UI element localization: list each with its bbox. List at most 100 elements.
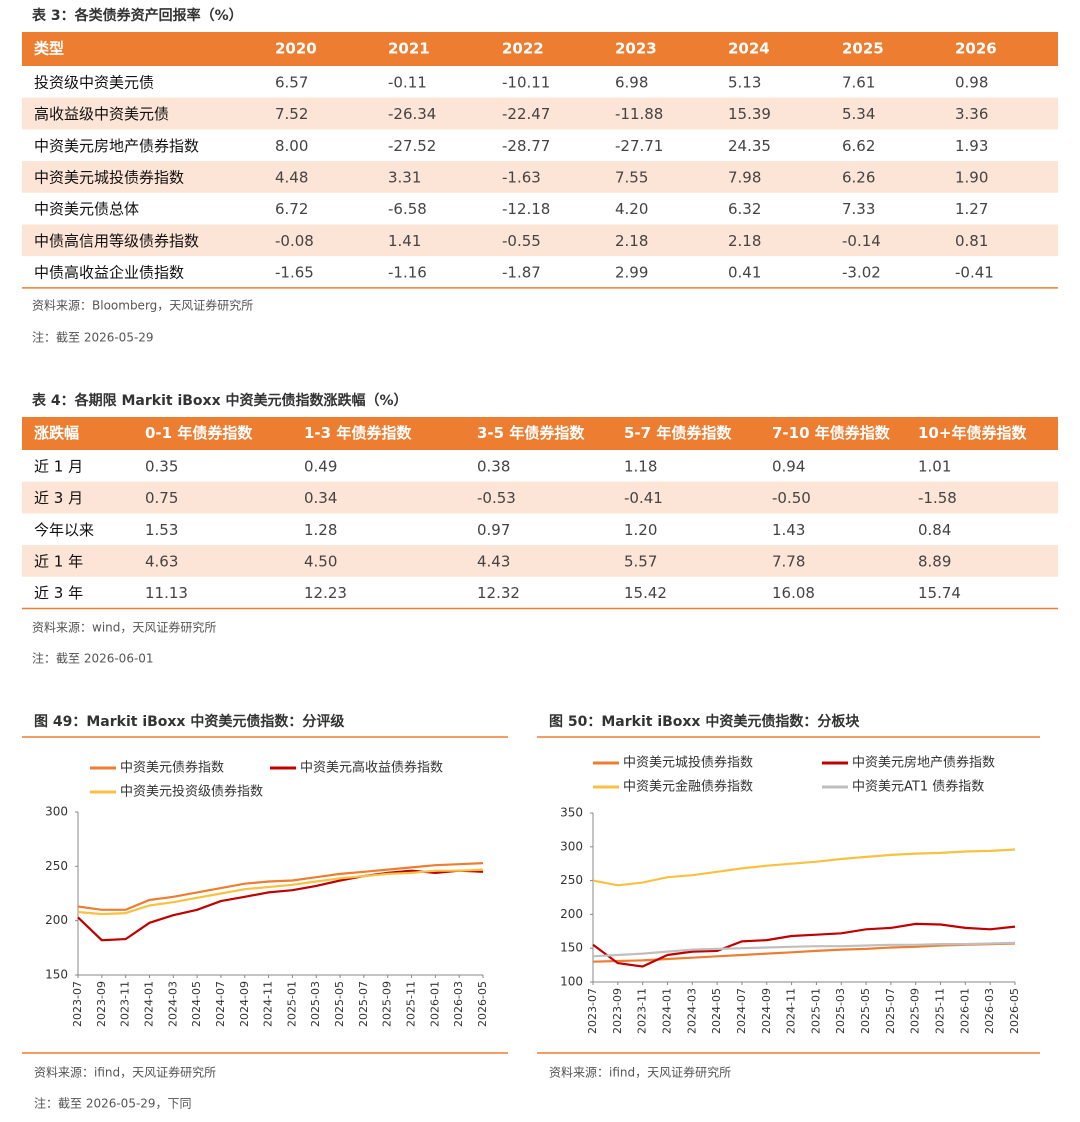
table-cell: 近 3 年: [34, 584, 83, 602]
table-cell: 1.41: [388, 232, 421, 250]
legend-label: 中资美元AT1 债券指数: [852, 779, 984, 795]
table-cell: 中债高收益企业债指数: [34, 264, 184, 282]
series-line: [592, 942, 1016, 963]
table-cell: -28.77: [502, 137, 550, 155]
series-line: [77, 868, 484, 916]
table-cell: 1.01: [918, 457, 951, 475]
y-tick-label: 250: [560, 873, 583, 887]
table-cell: 2.18: [615, 232, 648, 250]
table-cell: -0.08: [275, 232, 314, 250]
table-cell: 4.48: [275, 168, 308, 186]
table-cell: 中资美元债总体: [34, 200, 139, 218]
table-header-cell: 10+年债券指数: [918, 424, 1027, 442]
table-header-cell: 2024: [728, 40, 770, 58]
x-tick-label: 2024-09: [238, 981, 251, 1027]
table-cell: 0.49: [304, 457, 337, 475]
legend-label: 中资美元城投债券指数: [623, 755, 753, 771]
table-cell: 投资级中资美元债: [34, 73, 154, 91]
table-cell: -12.18: [502, 200, 550, 218]
table-cell: 中债高信用等级债券指数: [34, 232, 199, 250]
table-cell: -0.50: [772, 489, 811, 507]
table-row-bg: [22, 481, 1058, 514]
table-cell: -22.47: [502, 105, 550, 123]
x-tick-label: 2023-07: [586, 988, 599, 1034]
table-cell: -26.34: [388, 105, 436, 123]
table-cell: -27.52: [388, 137, 436, 155]
x-tick-label: 2024-09: [760, 988, 773, 1034]
x-tick-label: 2024-11: [262, 981, 275, 1027]
x-tick-label: 2024-11: [785, 988, 798, 1034]
table-cell: -0.14: [842, 232, 881, 250]
table-cell: -1.65: [275, 264, 314, 282]
table-cell: 16.08: [772, 584, 815, 602]
table-cell: -1.16: [388, 264, 427, 282]
y-tick-label: 150: [45, 968, 68, 982]
x-tick-label: 2026-03: [983, 988, 996, 1034]
x-tick-label: 2025-09: [909, 988, 922, 1034]
table-header-cell: 2021: [388, 40, 430, 58]
table-title: 表 3：各类债券资产回报率（%）: [31, 7, 243, 24]
table-header-bg: [22, 417, 1058, 450]
x-tick-label: 2023-09: [611, 988, 624, 1034]
table-header-cell: 2022: [502, 40, 544, 58]
table-cell: -3.02: [842, 264, 881, 282]
table-cell: 近 1 年: [34, 552, 83, 570]
table-cell: 8.89: [918, 552, 951, 570]
x-tick-label: 2023-07: [71, 981, 84, 1027]
y-tick-label: 300: [560, 839, 583, 853]
note: 注：截至 2026-05-29: [32, 330, 154, 345]
table-cell: 近 1 月: [34, 457, 83, 475]
table-cell: 0.41: [728, 264, 761, 282]
x-tick-label: 2025-09: [381, 981, 394, 1027]
table-header-cell: 2026: [955, 40, 997, 58]
table-cell: 2.18: [728, 232, 761, 250]
table-cell: 6.98: [615, 73, 648, 91]
table-cell: -10.11: [502, 73, 550, 91]
legend-label: 中资美元债券指数: [120, 760, 224, 776]
table-cell: 今年以来: [34, 521, 94, 539]
table-cell: 15.74: [918, 584, 961, 602]
series-line: [77, 862, 484, 911]
table-cell: 7.55: [615, 168, 648, 186]
table-cell: 5.57: [624, 552, 657, 570]
table-cell: 高收益级中资美元债: [34, 105, 169, 123]
table-cell: 12.32: [477, 584, 520, 602]
table-cell: -0.55: [502, 232, 541, 250]
x-tick-label: 2025-07: [884, 988, 897, 1034]
table-row-bg: [22, 97, 1058, 130]
table-cell: 24.35: [728, 137, 771, 155]
x-tick-label: 2024-03: [685, 988, 698, 1034]
table-row-bg: [22, 161, 1058, 193]
table-cell: -11.88: [615, 105, 663, 123]
y-tick-label: 250: [45, 859, 68, 873]
chart-title: 图 49：Markit iBoxx 中资美元债指数：分评级: [34, 713, 345, 730]
table-cell: 12.23: [304, 584, 347, 602]
x-tick-label: 2024-05: [190, 981, 203, 1027]
table-cell: 3.36: [955, 105, 988, 123]
table-row-bg: [22, 545, 1058, 577]
table-cell: 0.98: [955, 73, 988, 91]
table-cell: 1.28: [304, 521, 337, 539]
table-cell: 7.78: [772, 552, 805, 570]
source: 资料来源：wind，天风证券研究所: [32, 620, 216, 635]
table-cell: -0.11: [388, 73, 427, 91]
x-tick-label: 2023-09: [95, 981, 108, 1027]
x-tick-label: 2026-01: [958, 988, 971, 1034]
table-cell: 4.20: [615, 200, 648, 218]
table-cell: -1.58: [918, 489, 957, 507]
table-cell: -0.41: [955, 264, 994, 282]
table-cell: -27.71: [615, 137, 663, 155]
table-cell: 0.94: [772, 457, 805, 475]
x-tick-label: 2024-07: [214, 981, 227, 1027]
y-tick-label: 200: [560, 907, 583, 921]
table-cell: 0.75: [145, 489, 178, 507]
y-tick-label: 350: [560, 806, 583, 820]
table-cell: 0.97: [477, 521, 510, 539]
source: 资料来源：Bloomberg，天风证券研究所: [32, 298, 253, 313]
x-tick-label: 2023-11: [119, 981, 132, 1027]
y-tick-label: 100: [560, 975, 583, 989]
legend-label: 中资美元房地产债券指数: [852, 755, 995, 771]
x-tick-label: 2025-05: [333, 981, 346, 1027]
table-header-cell: 2025: [842, 40, 884, 58]
